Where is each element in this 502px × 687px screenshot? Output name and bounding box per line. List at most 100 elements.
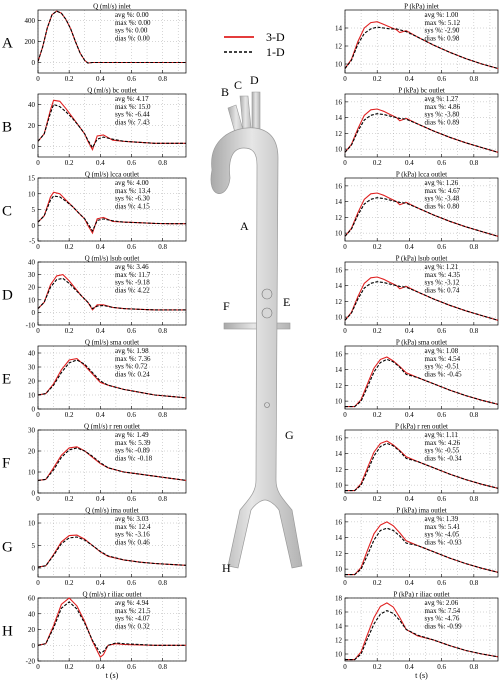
stats-line: dias %: -0.93 (425, 538, 463, 546)
chart-title: P (kPa) r iliac outlet (393, 591, 449, 599)
y-tick-label: 20 (28, 378, 36, 386)
y-tick-label: 10 (28, 520, 36, 528)
y-tick-label: 60 (28, 595, 36, 603)
y-tick-label: 40 (28, 101, 36, 109)
y-tick-label: 20 (28, 122, 36, 130)
chart-panel-p-c: P (kPa) lcca outlet 10 12 14 16 0 0.2 0.4 0.6 0.8… (335, 171, 499, 251)
x-tick-label: 0 (36, 411, 40, 419)
stats-line: avg %: 1.08 (425, 347, 459, 355)
y-tick-label: 18 (335, 595, 343, 603)
y-tick-label: 14 (335, 25, 343, 33)
y-tick-label: 10 (28, 190, 36, 198)
stats-line: avg %: 1.49 (115, 431, 149, 439)
x-tick-label: 0.2 (373, 159, 382, 167)
x-tick-label: 0.4 (405, 495, 414, 503)
stats-line: avg %: 1.27 (425, 95, 459, 103)
stats-line: avg %: 3.03 (115, 515, 149, 523)
series-line-1d (344, 281, 499, 321)
series-line-1d (344, 113, 499, 153)
chart-title: Q (ml/s) r iliac outlet (82, 591, 141, 599)
y-tick-label: 10 (28, 392, 36, 400)
x-tick-label: 0.8 (158, 495, 167, 503)
x-tick-label: 0.6 (127, 663, 136, 671)
y-tick-label: 14 (335, 534, 343, 542)
y-tick-label: 10 (335, 482, 343, 490)
x-tick-label: 0 (343, 411, 347, 419)
y-tick-label: 12 (335, 214, 343, 222)
stats-line: avg %: 4.00 (115, 179, 149, 187)
x-tick-label: 0.8 (469, 243, 478, 251)
stats-line: max %: 0.00 (115, 19, 151, 27)
x-tick-label: 0.6 (437, 495, 446, 503)
x-tick-label: 0 (36, 579, 40, 587)
stats-line: sys %: -3.48 (425, 195, 460, 203)
y-tick-label: 0 (32, 406, 36, 414)
legend-label-3d: 3-D (266, 30, 285, 44)
row-label-c: C (2, 204, 12, 220)
axes-box (37, 345, 187, 410)
y-tick-label: 20 (28, 284, 36, 292)
x-tick-label: 0 (343, 579, 347, 587)
stats-line: avg %: 2.06 (425, 599, 459, 607)
series-line-3d (37, 597, 186, 658)
y-tick-label: 0 (32, 642, 36, 650)
x-tick-label: 0.6 (127, 243, 136, 251)
stats-line: sys %: -9.18 (115, 279, 150, 287)
x-tick-label: 0.4 (405, 411, 414, 419)
stats-line: dias %: 0.24 (115, 370, 150, 378)
y-tick-label: 14 (335, 623, 343, 631)
x-tick-label: 0.2 (65, 159, 74, 167)
chart-panel-p-d: P (kPa) lsub outlet 10 12 14 16 0 0.2 0.4 0.6 0.8… (335, 255, 499, 335)
aorta-label-c: C (234, 78, 242, 92)
row-label-d: D (2, 288, 13, 304)
y-tick-label: 0 (32, 59, 36, 67)
stats-line: max %: 4.35 (425, 271, 461, 279)
stats-line: dias %: -0.34 (425, 454, 463, 462)
y-tick-label: 16 (335, 518, 343, 526)
series-line-3d (344, 108, 499, 153)
chart-title: P (kPa) ima outlet (396, 507, 447, 515)
aorta-label-b: B (221, 85, 229, 99)
stats-line: dias %: 4.22 (115, 286, 150, 294)
series-line-3d (37, 358, 187, 399)
x-tick-label: 0 (343, 663, 347, 671)
stats-line: avg %: 1.11 (425, 431, 459, 439)
chart-panel-q-f: F Q (ml/s) r ren outlet 0 10 20 30 0 0.2 0.4 0.6 0… (2, 423, 187, 503)
stats-line: sys %: -4.07 (115, 615, 150, 623)
x-tick-label: 0.4 (96, 411, 105, 419)
stats-line: sys %: -0.55 (425, 447, 460, 455)
stats-line: sys %: 0.00 (115, 27, 148, 35)
x-tick-label: 0.2 (373, 663, 382, 671)
x-tick-label: 0.8 (469, 159, 478, 167)
stats-line: sys %: -6.44 (115, 111, 150, 119)
stats-line: max %: 4.54 (425, 355, 461, 363)
x-tick-label: 0.4 (96, 327, 105, 335)
y-tick-label: 16 (335, 609, 343, 617)
x-tick-label: 0.6 (127, 75, 136, 83)
stats-line: dias %: 0.98 (425, 34, 460, 42)
legend-label-1d: 1-D (266, 45, 285, 59)
x-tick-label: 0.8 (158, 663, 167, 671)
series-line-1d (37, 103, 186, 149)
stats-line: max %: 11.7 (115, 271, 151, 279)
y-tick-label: 14 (335, 198, 343, 206)
axes-box (37, 93, 187, 158)
stats-line: max %: 13.4 (115, 187, 151, 195)
y-tick-label: 10 (335, 230, 343, 238)
ostium-g (264, 402, 270, 408)
stats-line: avg %: 4.17 (115, 95, 149, 103)
y-tick-label: 10 (335, 146, 343, 154)
stats-line: sys %: -3.80 (425, 111, 460, 119)
x-tick-label: 0.8 (158, 579, 167, 587)
axes-box (37, 177, 187, 242)
series-line-3d (345, 356, 499, 408)
chart-panel-p-e: P (kPa) sma outlet 10 12 14 16 0 0.2 0.4 0.6 0.8 a… (335, 339, 499, 419)
y-tick-label: 10 (335, 398, 343, 406)
stats-line: max %: 4.67 (425, 187, 461, 195)
chart-panel-p-a: P (kPa) inlet 10 12 14 0 0.2 0.4 0.6 0.8 avg %: 1… (335, 3, 499, 83)
x-tick-label: 0.4 (405, 579, 414, 587)
x-tick-label: 0 (343, 75, 347, 83)
chart-panel-q-b: B Q (ml/s) bc outlet 0 20 40 0 0.2 0.4 0.6 0.8 avg… (2, 87, 187, 167)
stats-line: dias %: 0.00 (115, 34, 150, 42)
